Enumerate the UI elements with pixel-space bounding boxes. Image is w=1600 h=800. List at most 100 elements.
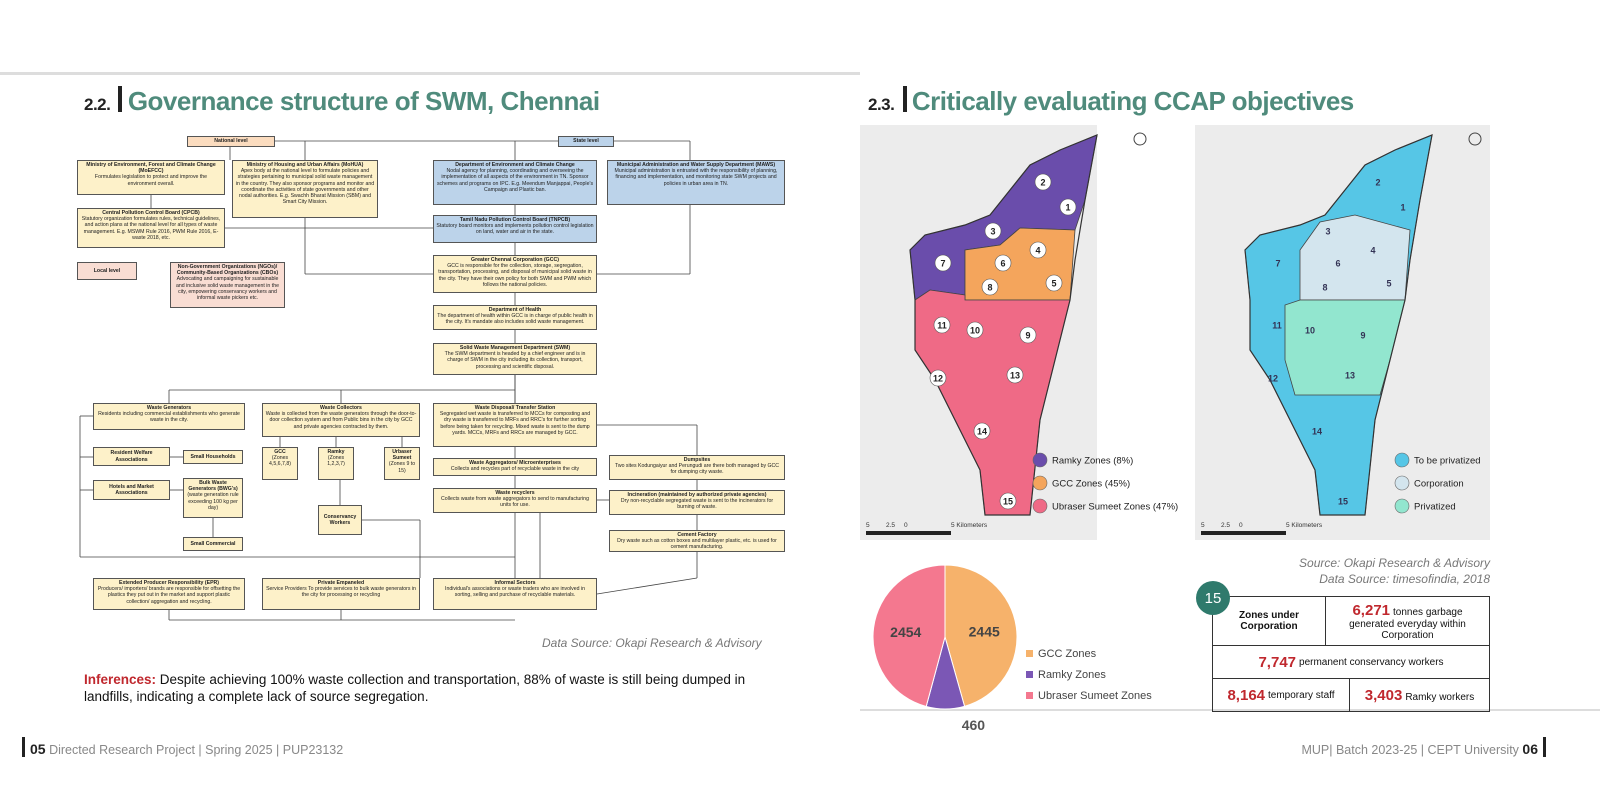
section-header: 2.2. Governance structure of SWM, Chenna… [84, 86, 600, 117]
stat-value: 8,164 [1227, 686, 1266, 704]
pie-value-label: 2445 [969, 624, 1000, 640]
flow-node: Non-Government Organizations (NGOs)/ Com… [170, 262, 285, 308]
north-arrow [1133, 132, 1147, 146]
flow-node: Private Empaneled Service Providers To pr… [262, 578, 420, 610]
node-title: Incineration (maintained by authorized p… [627, 492, 767, 498]
zone-marker [999, 492, 1017, 510]
footer-left: 05 Directed Research Project | Spring 20… [30, 741, 343, 757]
node-title: Bulk Waste Generators (BWG's) [188, 480, 238, 493]
node-text: The department of health within GCC is i… [437, 313, 593, 326]
flow-node: Small Commercial [183, 537, 243, 551]
flow-node: Extended Producer Responsibility (EPR) Pr… [93, 578, 245, 610]
flow-node: Waste Disposal/ Transfer Station Segregat… [433, 403, 597, 447]
node-text: (Zones 9 to 15) [388, 461, 416, 474]
zone-marker [1059, 198, 1077, 216]
zone-label: 4 [1035, 246, 1040, 256]
zone-label: 9 [1360, 331, 1365, 341]
node-title: Small Households [190, 453, 236, 460]
legend-label: Ramky Zones (8%) [1052, 456, 1133, 467]
scale-label: 2.5 [886, 522, 895, 529]
footer-text: Directed Research Project | Spring 2025 … [49, 743, 344, 757]
node-title: Cement Factory [677, 532, 717, 538]
node-title: Extended Producer Responsibility (EPR) [118, 580, 220, 586]
zone-label: 13 [1345, 371, 1355, 381]
zone-label: 8 [987, 283, 992, 293]
footer-text: MUP| Batch 2023-25 | CEPT University [1301, 743, 1519, 757]
node-title: Small Commercial [190, 540, 236, 547]
stat-label: tonnes garbage generated everyday within… [1349, 606, 1466, 641]
legend-label: Ramky Zones [1038, 669, 1106, 681]
zone-marker [973, 422, 991, 440]
node-title: Waste Collectors [320, 405, 362, 411]
node-title: Tamil Nadu Pollution Control Board (TNPC… [459, 217, 571, 223]
footer-bar [22, 737, 25, 757]
zone-label: 9 [1025, 331, 1030, 341]
section-title: Critically evaluating CCAP objectives [911, 86, 1354, 116]
table-cell: 7,747 permanent conservancy workers [1212, 645, 1490, 679]
zone-label: 5 [1051, 279, 1056, 289]
map-zone [1299, 214, 1411, 301]
node-title: Resident Welfare Associations [110, 450, 153, 463]
flow-node: State level [558, 136, 614, 147]
inference-label: Inferences: [84, 672, 157, 687]
zone-marker [1045, 274, 1063, 292]
node-title: Department of Health [488, 307, 542, 313]
flow-node: Department of Environment and Climate Ch… [433, 160, 597, 205]
stat-label: permanent conservancy workers [1299, 656, 1444, 668]
node-text: Advocating and campaigning for sustainab… [176, 276, 279, 302]
node-title: Greater Chennai Corporation (GCC) [471, 257, 559, 263]
pie-value-label: 460 [962, 717, 986, 733]
flow-node: Small Households [183, 450, 243, 464]
legend-swatch [1032, 475, 1048, 491]
flow-node: Waste recyclers Collects waste from waste… [433, 488, 597, 513]
zone-label: 3 [1325, 227, 1330, 237]
flow-node: Urbaser Sumeet (Zones 9 to 15) [384, 447, 420, 480]
node-text: GCC is responsible for the collection, s… [438, 263, 592, 288]
zone-label: 15 [1338, 497, 1348, 507]
node-text: Municipal administration is entrusted wi… [614, 168, 778, 187]
zone-marker [933, 316, 951, 334]
node-title: Private Empaneled [317, 580, 365, 586]
zone-marker [984, 222, 1002, 240]
top-rule [0, 72, 860, 75]
flow-node: Resident Welfare Associations [93, 447, 170, 466]
zone-label: 1 [1400, 203, 1405, 213]
node-title: Informal Sectors [494, 580, 536, 586]
legend-label: Ubraser Sumeet Zones (47%) [1052, 502, 1178, 513]
zone-marker [1019, 326, 1037, 344]
source-note: Data Source: timesofindia, 2018 [1319, 572, 1490, 586]
node-text: Waste is collected from the waste genera… [265, 411, 417, 430]
scale-label: 5 Kilometers [951, 522, 988, 529]
pie-slice [944, 564, 1018, 707]
node-title: Non-Government Organizations (NGOs)/ Com… [176, 264, 279, 277]
flow-node: Waste Generators Residents including comm… [93, 403, 245, 430]
stat-label: temporary staff [1268, 689, 1335, 701]
table-cell: 3,403 Ramky workers [1349, 678, 1490, 712]
node-title: Municipal Administration and Water Suppl… [616, 162, 776, 168]
zone-label: 11 [937, 321, 947, 331]
zone-label: 11 [1272, 321, 1282, 331]
badge: 15 [1196, 581, 1230, 615]
node-text: Dry waste such as cotton boxes and multi… [617, 538, 777, 551]
flow-node: National level [187, 136, 275, 147]
zone-marker [1006, 366, 1024, 384]
zone-label: 7 [940, 259, 945, 269]
node-title: Solid Waste Management Department (SWM) [459, 345, 571, 351]
node-text: Statutory organization formulates rules,… [81, 216, 221, 241]
bottom-rule [860, 709, 1600, 711]
scale-label: 5 Kilometers [1286, 522, 1323, 529]
section-header: 2.3. Critically evaluating CCAP objectiv… [868, 86, 1354, 117]
legend-swatch [1394, 498, 1410, 514]
zone-label: 6 [1335, 259, 1340, 269]
legend-swatch [1026, 650, 1033, 657]
header-bar [118, 86, 122, 112]
scale-label: 0 [904, 522, 908, 529]
flow-node: Department of Health The department of he… [433, 305, 597, 330]
flow-node: Incineration (maintained by authorized p… [609, 490, 785, 515]
flow-node: Hotels and Market Associations [93, 480, 170, 500]
zone-label: 12 [933, 374, 943, 384]
zone-label: 2 [1375, 178, 1380, 188]
legend-swatch [1394, 475, 1410, 491]
node-title: Department of Environment and Climate Ch… [455, 162, 575, 168]
